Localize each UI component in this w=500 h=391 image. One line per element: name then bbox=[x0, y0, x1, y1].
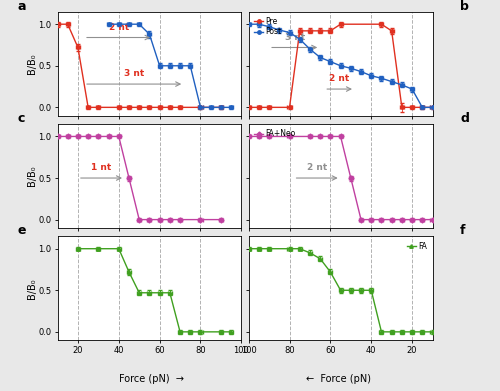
Text: 3 nt: 3 nt bbox=[124, 69, 144, 78]
Text: 1 nt: 1 nt bbox=[92, 163, 112, 172]
Text: 2 nt: 2 nt bbox=[307, 163, 327, 172]
Y-axis label: B/B₀: B/B₀ bbox=[26, 166, 36, 186]
Text: Force (pN)  →: Force (pN) → bbox=[119, 374, 184, 384]
Legend: Pre, Post: Pre, Post bbox=[252, 16, 283, 38]
Text: 2 nt: 2 nt bbox=[330, 74, 349, 83]
Y-axis label: B/B₀: B/B₀ bbox=[26, 54, 36, 74]
Y-axis label: B/B₀: B/B₀ bbox=[26, 278, 36, 298]
Text: b: b bbox=[460, 0, 469, 13]
Text: e: e bbox=[17, 224, 25, 237]
Legend: FA+Neo: FA+Neo bbox=[252, 128, 298, 140]
Text: ←  Force (pN): ← Force (pN) bbox=[306, 374, 371, 384]
Text: a: a bbox=[17, 0, 25, 13]
Text: c: c bbox=[17, 112, 24, 125]
Text: 2 nt: 2 nt bbox=[108, 23, 129, 32]
Text: 3 nt: 3 nt bbox=[284, 33, 305, 42]
Text: f: f bbox=[460, 224, 466, 237]
Text: d: d bbox=[460, 112, 469, 125]
Legend: FA: FA bbox=[406, 240, 428, 252]
